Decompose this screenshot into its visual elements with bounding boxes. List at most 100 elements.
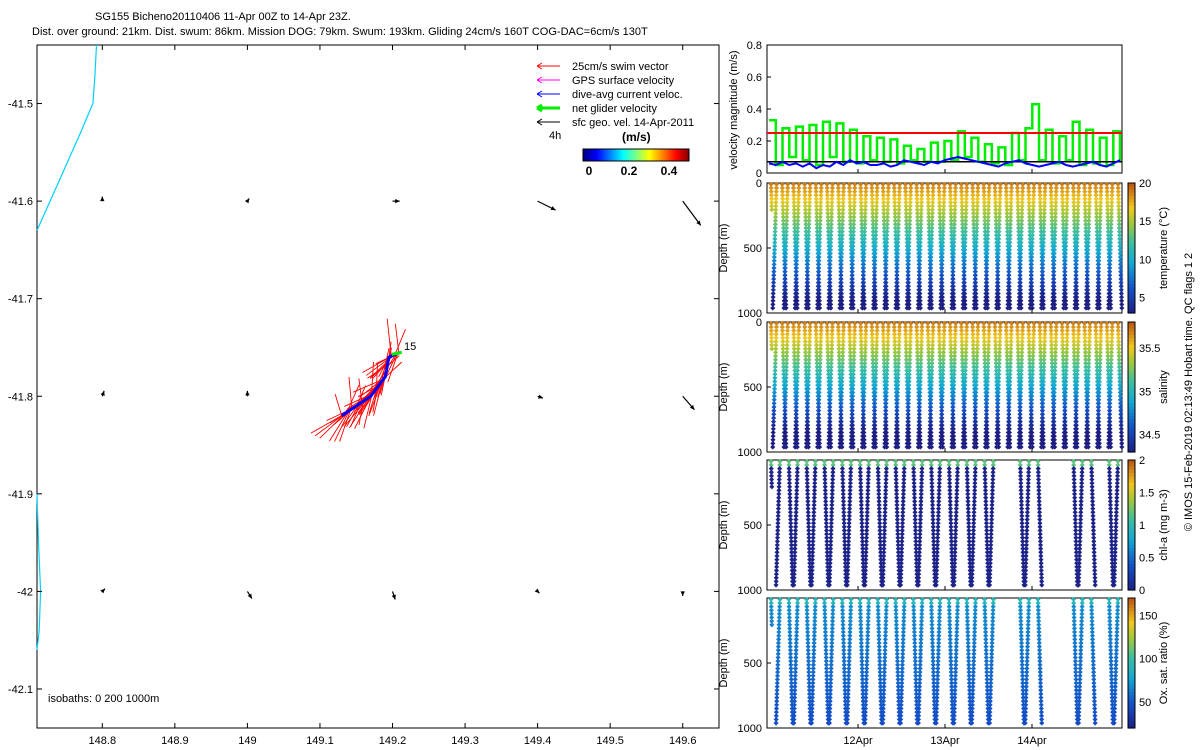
profile-sample — [817, 236, 823, 242]
profile-sample — [780, 221, 787, 227]
profile-sample — [781, 290, 787, 297]
profile-sample — [826, 298, 832, 304]
swim-vector — [368, 380, 383, 417]
colorbar-swatch — [669, 149, 671, 161]
colorbar-swatch — [597, 149, 599, 161]
profile-sample — [829, 189, 835, 195]
profile-sample — [772, 239, 778, 246]
colorbar-swatch — [628, 149, 630, 161]
profile-sample — [818, 196, 824, 202]
depth-axis-label: Depth (m) — [718, 224, 730, 273]
profile-sample — [805, 236, 812, 242]
profile-sample — [848, 229, 854, 235]
swim-vector — [314, 413, 345, 437]
depth-tick-label: 0 — [756, 317, 762, 329]
profile-sample — [792, 225, 798, 231]
map-xtick-label: 149.6 — [669, 735, 697, 747]
profile-sample — [782, 283, 788, 289]
colorbar-swatch — [585, 149, 587, 161]
colorbar-swatch — [677, 149, 679, 161]
colorbar-swatch — [596, 149, 598, 161]
profile-sample — [802, 189, 808, 195]
profile-sample — [849, 261, 855, 267]
colorbar-swatch — [646, 149, 648, 161]
profile-sample — [829, 207, 835, 213]
colorbar-swatch — [613, 149, 615, 161]
profile-sample — [850, 229, 857, 235]
profile-sample — [771, 265, 777, 271]
profile-colorbar-tick: 20 — [1139, 178, 1151, 190]
profile-sample — [806, 229, 812, 235]
profile-colorbar-tick: 5 — [1139, 293, 1145, 305]
legend-label: GPS surface velocity — [572, 75, 675, 87]
velocity-ytick-label: 0.2 — [747, 136, 762, 148]
profile-sample — [828, 225, 834, 231]
profile-sample — [792, 218, 798, 224]
profile-colorbar-label: salinity — [1158, 370, 1170, 404]
dive-avg-track — [340, 351, 401, 418]
profile-sample — [780, 207, 786, 213]
profile-sample — [805, 258, 811, 264]
legend-arrowhead — [536, 62, 543, 70]
profile-sample — [817, 214, 823, 220]
profile-sample — [828, 221, 834, 227]
profile-sample — [794, 236, 800, 242]
colorbar-swatch — [623, 149, 625, 161]
colorbar-swatch — [650, 149, 652, 161]
colorbar-swatch — [641, 149, 643, 161]
profile-colorbar-tick: 35 — [1139, 386, 1151, 398]
geo-vector-head — [247, 593, 252, 599]
colorbar-swatch — [662, 149, 664, 161]
geo-vector-head — [395, 198, 400, 204]
colorbar-swatch — [687, 149, 689, 161]
profile-sample — [802, 196, 808, 202]
profile-sample — [829, 203, 835, 209]
profile-sample — [772, 236, 778, 242]
profile-sample — [782, 258, 788, 264]
profile-colorbar-label: temperature (°C) — [1158, 207, 1170, 289]
colorbar-swatch — [592, 149, 594, 161]
profile-sample — [816, 243, 822, 249]
colorbar-tick-label: 0.4 — [661, 164, 678, 178]
profile-sample — [793, 290, 799, 297]
profile-sample — [782, 272, 788, 278]
profile-sample — [825, 229, 832, 235]
colorbar-swatch — [637, 149, 639, 161]
profile-sample — [780, 203, 786, 209]
colorbar-swatch — [589, 149, 591, 161]
profile-sample — [826, 305, 832, 311]
map-panel: 148.8 148.9 149 149.1 149.2 149.3 149.4 149.5 14… — [8, 44, 720, 747]
profile-sample — [791, 210, 797, 216]
colorbar-swatch — [620, 149, 622, 161]
profile-sample — [826, 290, 832, 297]
colorbar-swatch — [670, 149, 672, 161]
profile-sample — [804, 287, 810, 293]
profile-sample — [816, 239, 823, 246]
colorbar-swatch — [653, 149, 655, 161]
map-ytick-label: -41.6 — [8, 196, 33, 208]
profile-sample — [805, 239, 811, 246]
profile-sample — [816, 258, 822, 264]
profile-sample — [771, 276, 777, 282]
colorbar-swatch — [659, 149, 661, 161]
colorbar-swatch — [638, 149, 640, 161]
depth-tick-label: 1000 — [738, 447, 762, 459]
profile-sample — [802, 192, 808, 198]
profile-sample — [783, 229, 789, 235]
colorbar-swatch — [621, 149, 623, 161]
swim-vector — [346, 403, 360, 428]
colorbar-swatch — [660, 149, 662, 161]
profile-sample — [781, 298, 787, 304]
colorbar-swatch — [655, 149, 657, 161]
colorbar-swatch — [599, 149, 601, 161]
colorbar-swatch — [645, 149, 647, 161]
profile-sample — [815, 287, 821, 293]
geo-vector-head — [100, 588, 105, 594]
map-xtick-label: 149 — [238, 735, 256, 747]
profile-sample — [827, 276, 833, 282]
profile-sample — [815, 276, 821, 282]
profile-sample — [805, 265, 811, 271]
profile-sample — [850, 239, 856, 246]
profile-sample — [840, 214, 846, 220]
